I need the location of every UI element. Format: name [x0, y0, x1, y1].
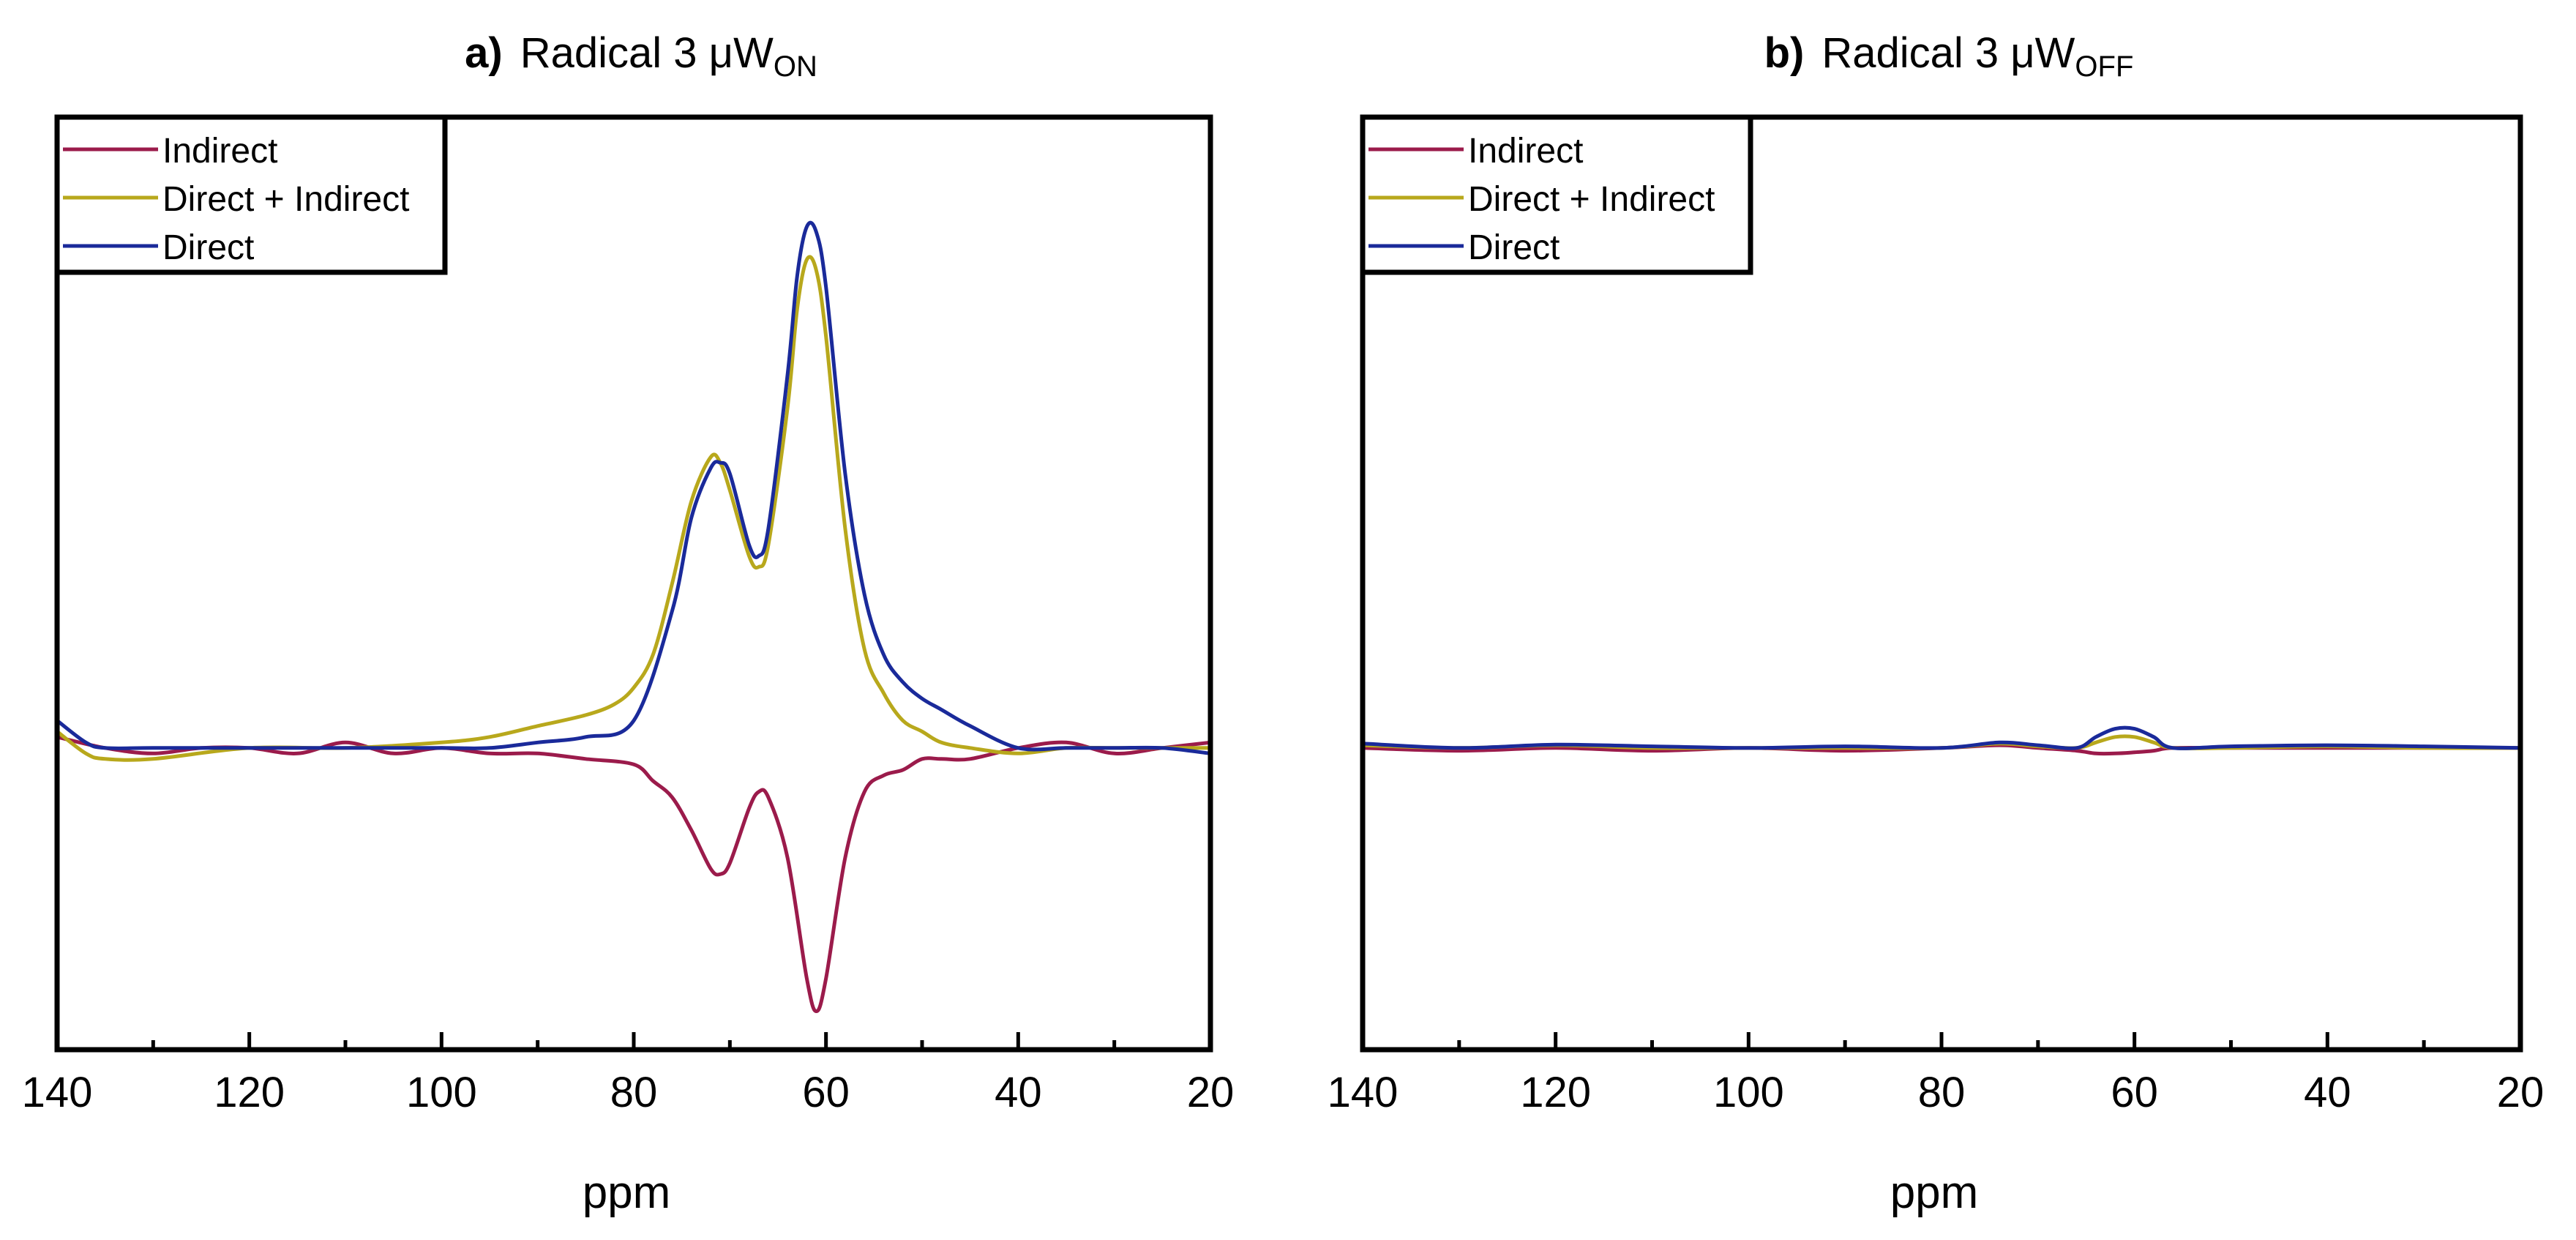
- series-line-direct: [1363, 725, 2520, 750]
- x-tick-label: 60: [802, 1069, 850, 1116]
- legend-label-direct: Direct: [162, 228, 254, 267]
- chart-title-subscript: ON: [774, 51, 817, 83]
- chart-panel-a: a) Radical 3 μWON 140 120 100 80 60 40 20 ppm Indi…: [22, 29, 1235, 1218]
- chart-title-subscript: OFF: [2075, 51, 2133, 83]
- x-tick-label: 140: [22, 1069, 93, 1116]
- chart-title-a: a) Radical 3 μWON: [465, 29, 817, 83]
- x-tick-label: 40: [995, 1069, 1042, 1116]
- x-tick-label: 120: [1520, 1069, 1591, 1116]
- chart-title-b: b) Radical 3 μWOFF: [1764, 29, 2134, 83]
- chart-title-prefix: a): [465, 29, 503, 77]
- chart-panel-b: b) Radical 3 μWOFF 140 120 100 80 60 40 20 ppm Ind…: [1328, 29, 2545, 1218]
- x-tick-label: 140: [1328, 1069, 1399, 1116]
- series-line-indirect: [57, 735, 1210, 1013]
- x-tick-label: 60: [2111, 1069, 2158, 1116]
- x-tick-label: 40: [2304, 1069, 2351, 1116]
- series-group: [1363, 725, 2520, 756]
- legend: Indirect Direct + Indirect Direct: [54, 114, 448, 275]
- x-tick-label: 80: [1918, 1069, 1966, 1116]
- x-tick-label: 20: [2497, 1069, 2545, 1116]
- chart-title-main: Radical 3 μW: [520, 29, 774, 77]
- legend-label-direct-plus-indirect: Direct + Indirect: [162, 180, 409, 219]
- x-tick-label: 100: [406, 1069, 477, 1116]
- x-tick-label: 20: [1187, 1069, 1235, 1116]
- legend-label-indirect: Indirect: [1468, 132, 1583, 171]
- x-tick-label: 120: [214, 1069, 285, 1116]
- legend-label-direct-plus-indirect: Direct + Indirect: [1468, 180, 1715, 219]
- x-tick-label: 100: [1713, 1069, 1784, 1116]
- legend-box: [1360, 114, 1753, 275]
- x-tick-label: 80: [610, 1069, 658, 1116]
- legend: Indirect Direct + Indirect Direct: [1360, 114, 1753, 275]
- x-axis-label: ppm: [1890, 1168, 1979, 1218]
- x-axis-label: ppm: [583, 1168, 671, 1218]
- legend-label-indirect: Indirect: [162, 132, 277, 171]
- series-group: [57, 220, 1210, 1013]
- series-line-direct-plus-indirect: [57, 255, 1210, 762]
- series-line-direct: [57, 220, 1210, 755]
- chart-title-prefix: b): [1764, 29, 1805, 77]
- legend-label-direct: Direct: [1468, 228, 1560, 267]
- chart-title-main: Radical 3 μW: [1821, 29, 2075, 77]
